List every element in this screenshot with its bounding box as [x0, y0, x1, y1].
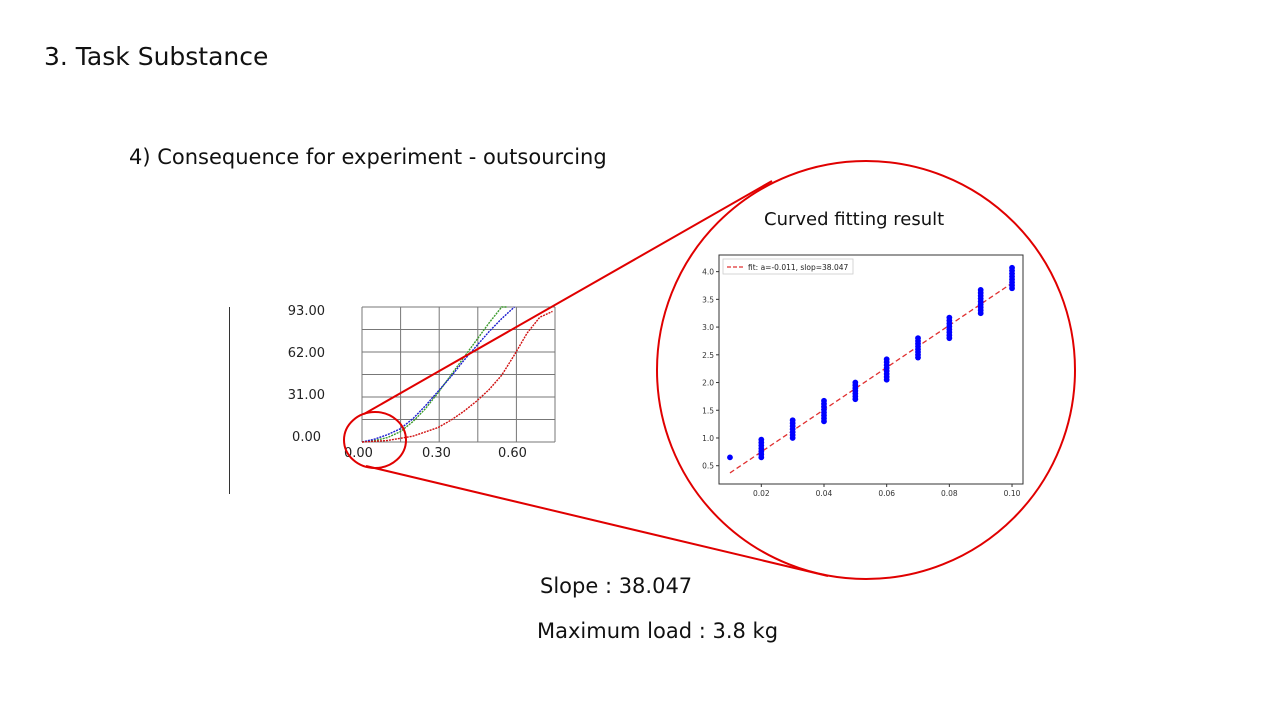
- small-chart-ytick: 62.00: [287, 346, 325, 361]
- scatter-point: [852, 379, 859, 386]
- scatter-xtick-label: 0.06: [878, 489, 895, 498]
- slide-subheading: 4) Consequence for experiment - outsourc…: [129, 145, 607, 169]
- slide-heading: 3. Task Substance: [44, 42, 269, 71]
- scatter-points: [727, 264, 1015, 461]
- scatter-ytick-label: 3.5: [702, 295, 714, 304]
- scatter-ytick-label: 0.5: [702, 462, 714, 471]
- zoom-callout-line-top: [363, 180, 773, 415]
- scatter-xtick-label: 0.08: [941, 489, 958, 498]
- scatter-point: [1009, 264, 1015, 271]
- scatter-ytick-label: 4.0: [702, 268, 714, 277]
- series-line-red: [361, 310, 553, 443]
- scatter-ytick-label: 1.5: [702, 406, 714, 415]
- scatter-point: [758, 436, 765, 443]
- max-load-text: Maximum load : 3.8 kg: [537, 619, 779, 643]
- scatter-ticks: 0.02 0.04 0.06 0.08 0.10 0.5 1.0 1.5 2.0 2.5 3.0 3.…: [702, 268, 1021, 498]
- series-line-blue: [361, 306, 515, 443]
- small-chart-ytick: 93.00: [287, 304, 325, 319]
- zoom-chart-title: Curved fitting result: [764, 209, 945, 230]
- slope-text: Slope : 38.047: [540, 574, 693, 598]
- legend-label: fit: a=-0.011, slop=38.047: [748, 263, 848, 272]
- scatter-fit-chart: 0.02 0.04 0.06 0.08 0.10 0.5 1.0 1.5 2.0 2.5 3.0 3.…: [702, 254, 1024, 498]
- scatter-point: [789, 417, 796, 424]
- legend-box: [722, 258, 854, 275]
- scatter-ytick-label: 2.5: [702, 351, 714, 360]
- scatter-xtick-label: 0.10: [1004, 489, 1021, 498]
- small-line-chart: [361, 306, 556, 443]
- scatter-point: [821, 397, 827, 404]
- zoom-source-ellipse: [343, 411, 407, 469]
- scatter-ytick-label: 3.0: [702, 323, 714, 332]
- vertical-divider: [229, 307, 230, 494]
- scatter-ytick-label: 2.0: [702, 379, 714, 388]
- small-chart-xtick: 0.60: [498, 446, 527, 461]
- small-chart-series: [361, 306, 553, 443]
- small-chart-grid: [361, 306, 556, 443]
- small-chart-ytick: 31.00: [287, 388, 325, 403]
- scatter-xtick-label: 0.02: [753, 489, 770, 498]
- scatter-point: [946, 314, 953, 321]
- scatter-ytick-label: 1.0: [702, 434, 714, 443]
- scatter-point: [915, 335, 921, 342]
- fit-line: [729, 282, 1013, 474]
- series-line-green: [361, 306, 507, 443]
- zoom-circle: [656, 160, 1076, 580]
- scatter-point: [883, 356, 890, 363]
- scatter-xtick-label: 0.04: [816, 489, 833, 498]
- small-chart-ytick: 0.00: [292, 430, 321, 445]
- small-chart-xtick: 0.30: [422, 446, 451, 461]
- scatter-point: [977, 287, 984, 293]
- scatter-legend: fit: a=-0.011, slop=38.047: [722, 258, 854, 275]
- zoom-callout-line-bottom: [365, 465, 829, 577]
- scatter-point: [727, 454, 733, 461]
